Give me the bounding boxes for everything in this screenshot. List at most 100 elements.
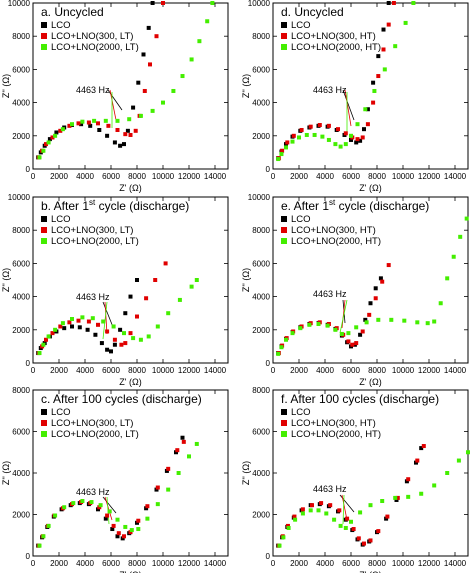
data-point-c-s2 — [115, 517, 120, 522]
panel-title-suffix: cycle (discharge) — [335, 199, 429, 213]
legend-marker — [281, 238, 287, 244]
data-point-b-s1 — [44, 337, 48, 342]
data-point-b-s2 — [155, 324, 160, 329]
y-tick-label: 6000 — [252, 428, 270, 437]
data-point-b-s1 — [58, 324, 63, 329]
data-point-f-s0 — [384, 516, 389, 521]
data-point-c-s1 — [111, 523, 116, 528]
x-tick-label: 6000 — [342, 559, 360, 568]
data-point-f-s0 — [414, 460, 418, 465]
data-point-b-s1 — [119, 342, 124, 347]
data-point-a-s1 — [133, 128, 138, 133]
annotation-pointer — [102, 496, 117, 514]
annotation-label: 4463 Hz — [313, 85, 347, 95]
data-point-b-s2 — [53, 327, 58, 332]
data-point-c-s0 — [120, 536, 125, 541]
data-point-e-s1 — [373, 296, 378, 301]
data-point-f-s2 — [281, 535, 286, 540]
panel-title-suffix: cycle (discharge) — [95, 199, 189, 213]
data-point-e-s2 — [333, 327, 338, 332]
y-tick-label: 0 — [26, 165, 31, 174]
panel-title-main: b. After 1 — [41, 199, 89, 213]
data-point-f-s2 — [286, 525, 291, 530]
chart-panel-e: 0 2000 4000 6000 8000 10000 12000 1400002000400… — [241, 193, 469, 387]
data-point-f-s2 — [332, 517, 337, 522]
data-point-a-s0 — [105, 133, 110, 138]
y-tick-label: 4000 — [12, 293, 30, 302]
x-tick-label: 0 — [31, 172, 36, 181]
x-tick-label: 6000 — [102, 559, 120, 568]
data-point-e-s2 — [445, 276, 450, 281]
data-point-e-s2 — [276, 351, 281, 356]
data-point-d-s1 — [365, 122, 370, 127]
legend-entry: LCO — [291, 214, 311, 225]
data-point-a-s2 — [92, 118, 97, 123]
x-tick-label: 4000 — [316, 559, 334, 568]
data-point-f-s1 — [376, 529, 381, 534]
x-tick-label: 12000 — [418, 172, 441, 181]
panel-title: b. After 1st cycle (discharge) — [41, 198, 189, 213]
data-point-a-s2 — [80, 119, 85, 124]
annotation-pointer — [342, 89, 355, 121]
data-point-d-s2 — [355, 122, 360, 127]
x-tick-label: 2000 — [290, 559, 308, 568]
data-point-c-s1 — [105, 513, 110, 518]
data-point-d-s0 — [349, 137, 353, 142]
data-point-f-s1 — [310, 503, 314, 508]
legend-entry: LCO+LNO(300, LT) — [51, 31, 133, 42]
annotation-pointer — [344, 89, 352, 127]
panel-title-main: a. Uncycled — [41, 5, 104, 19]
data-point-a-s2 — [197, 39, 202, 44]
x-tick-label: 8000 — [368, 366, 386, 375]
data-point-f-s1 — [337, 508, 342, 513]
data-point-f-s1 — [345, 516, 350, 521]
data-point-c-s1 — [122, 534, 126, 539]
y-tick-label: 6000 — [252, 259, 270, 268]
data-point-a-s0 — [122, 142, 126, 147]
legend-marker — [41, 409, 47, 415]
data-point-b-s2 — [189, 284, 194, 289]
data-point-e-s0 — [373, 286, 378, 291]
data-point-f-s1 — [319, 501, 324, 506]
chart-panel-c: 0 2000 4000 6000 8000 10000 12000 14000 0 2000 400… — [1, 386, 229, 573]
data-point-a-s2 — [205, 19, 210, 24]
data-point-e-s2 — [389, 317, 394, 322]
data-point-f-s2 — [338, 523, 343, 528]
y-tick-label: 10000 — [8, 0, 31, 8]
y-tick-label: 4000 — [252, 469, 270, 478]
data-point-f-s1 — [292, 514, 297, 519]
data-point-a-s2 — [60, 127, 65, 132]
data-point-b-s2 — [60, 321, 65, 326]
data-point-f-s2 — [368, 503, 373, 508]
data-point-b-s1 — [123, 341, 128, 346]
x-tick-label: 10000 — [392, 366, 415, 375]
data-point-b-s2 — [37, 351, 42, 356]
x-tick-label: 14000 — [204, 366, 227, 375]
data-point-b-s2 — [146, 334, 151, 339]
chart-panel-a: 0 2000 4000 6000 8000 10000 12000 1400002000400… — [1, 0, 229, 193]
data-point-a-s0 — [88, 123, 93, 128]
data-point-d-s2 — [411, 1, 416, 5]
legend-entry: LCO+LNO(2000, HT) — [291, 42, 381, 53]
y-tick-label: 6000 — [12, 428, 30, 437]
data-point-b-s1 — [112, 337, 117, 342]
data-point-d-s0 — [358, 138, 363, 143]
data-point-d-s0 — [371, 80, 376, 85]
x-tick-label: 12000 — [178, 366, 201, 375]
data-point-e-s2 — [458, 234, 463, 239]
panel-title-superscript: st — [329, 198, 336, 207]
data-point-c-s1 — [155, 485, 160, 490]
x-tick-label: 0 — [31, 366, 36, 375]
data-point-c-s2 — [129, 528, 134, 533]
x-tick-label: 10000 — [152, 559, 175, 568]
data-point-f-s1 — [362, 541, 366, 546]
legend-marker — [41, 22, 47, 28]
data-point-b-s1 — [163, 261, 168, 266]
data-point-a-s1 — [67, 123, 72, 128]
y-axis-label: Z'' (Ω) — [1, 461, 11, 485]
data-point-f-s2 — [349, 519, 353, 524]
data-point-a-s0 — [141, 52, 146, 57]
chart-panel-d: 0 2000 4000 6000 8000 10000 12000 1400002000400… — [241, 0, 469, 193]
data-point-f-s2 — [419, 491, 424, 496]
